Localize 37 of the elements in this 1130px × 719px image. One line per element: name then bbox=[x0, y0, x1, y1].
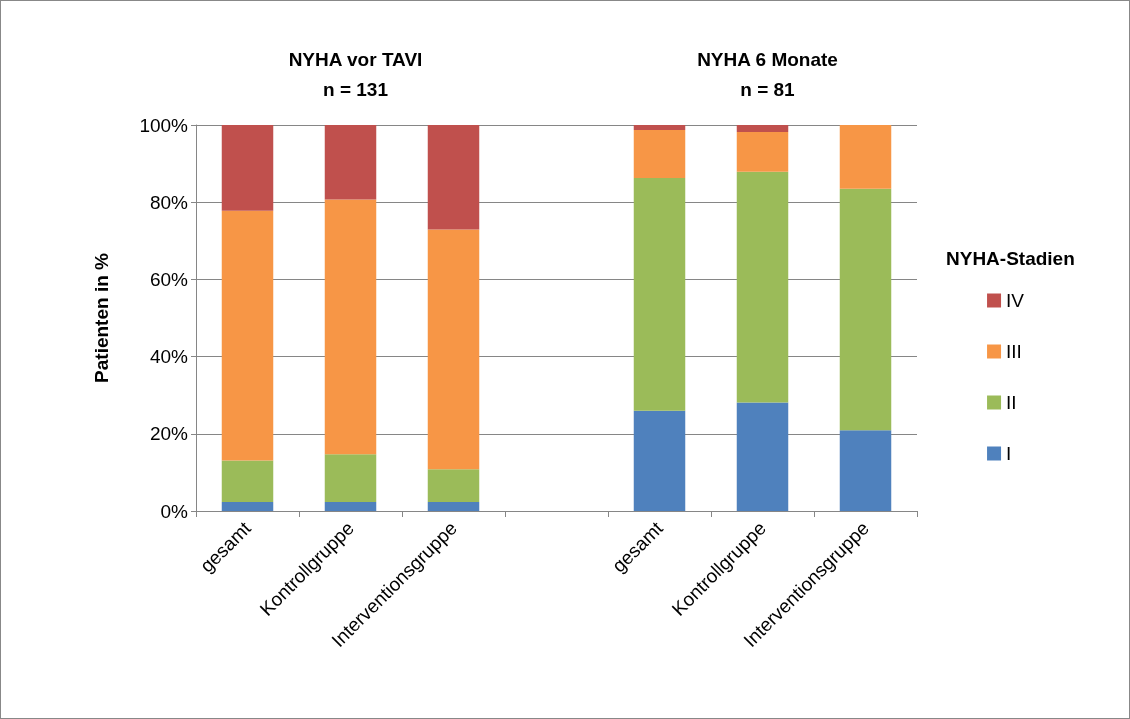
y-tick-label: 40% bbox=[149, 346, 189, 368]
legend-label: I bbox=[1006, 443, 1012, 464]
bar bbox=[633, 125, 686, 131]
bar bbox=[736, 402, 789, 511]
y-axis-title: Patienten in % bbox=[91, 252, 112, 383]
bar bbox=[839, 125, 892, 189]
bar bbox=[427, 469, 480, 503]
y-tick-label: 0% bbox=[160, 500, 189, 522]
bar bbox=[324, 125, 377, 200]
legend-label: II bbox=[1006, 392, 1017, 413]
y-tick-label: 20% bbox=[149, 423, 189, 445]
y-tick-label: 60% bbox=[149, 268, 189, 290]
bar bbox=[633, 177, 686, 411]
y-tick-label: 100% bbox=[139, 114, 189, 136]
bar bbox=[427, 125, 480, 230]
bar bbox=[221, 210, 274, 461]
bar bbox=[736, 171, 789, 403]
bar bbox=[736, 131, 789, 172]
bar bbox=[324, 454, 377, 503]
bar bbox=[633, 130, 686, 178]
bar bbox=[221, 460, 274, 503]
bar bbox=[221, 125, 274, 211]
bar bbox=[324, 199, 377, 455]
text: NYHA 6 Monate n = 81 bbox=[697, 48, 838, 100]
bar bbox=[736, 125, 789, 132]
bar bbox=[839, 188, 892, 431]
legend-title: NYHA-Stadien bbox=[946, 248, 1075, 269]
bar bbox=[427, 229, 480, 470]
legend-label: III bbox=[1006, 341, 1022, 362]
legend-label: IV bbox=[1006, 290, 1025, 311]
y-tick-label: 80% bbox=[149, 191, 189, 213]
bar bbox=[839, 430, 892, 511]
bar bbox=[633, 410, 686, 511]
bar bbox=[324, 502, 377, 511]
bar bbox=[427, 502, 480, 511]
text: NYHA vor TAVI n = 131 bbox=[288, 48, 423, 100]
bar bbox=[221, 502, 274, 511]
